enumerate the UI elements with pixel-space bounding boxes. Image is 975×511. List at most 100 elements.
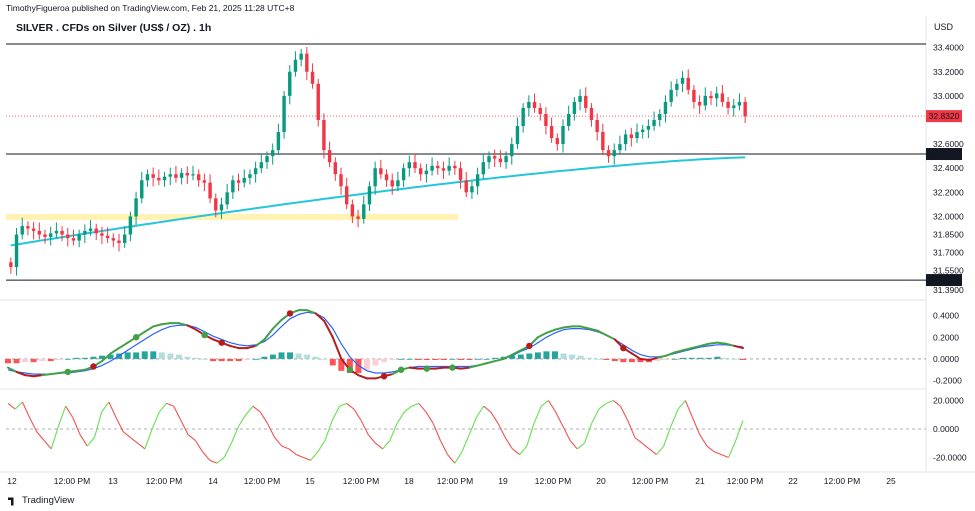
osc-line-segment bbox=[677, 400, 686, 410]
macd-histogram-bar bbox=[227, 358, 234, 362]
level-price-label-bg bbox=[926, 148, 962, 161]
macd-cross-down-dot bbox=[380, 373, 388, 380]
osc-line-segment bbox=[7, 402, 16, 410]
osc-line-segment bbox=[151, 411, 160, 430]
candle-body bbox=[652, 119, 656, 127]
macd-histogram-bar bbox=[30, 358, 37, 363]
candle-body bbox=[566, 113, 571, 127]
osc-line-segment bbox=[317, 440, 326, 453]
time-tick-label: 15 bbox=[305, 476, 315, 486]
price-tick-label: 33.0000 bbox=[933, 91, 964, 101]
macd-fast-segment bbox=[75, 368, 86, 372]
candle-body bbox=[350, 204, 355, 217]
candle-body bbox=[339, 174, 343, 187]
osc-line-segment bbox=[346, 402, 355, 410]
osc-line-segment bbox=[79, 434, 88, 447]
macd-histogram-bar bbox=[81, 357, 88, 359]
macd-histogram-bar bbox=[577, 355, 584, 359]
osc-line-segment bbox=[627, 420, 636, 438]
candle-body bbox=[356, 216, 360, 219]
macd-histogram-bar bbox=[680, 357, 687, 359]
macd-fast-segment bbox=[699, 342, 710, 347]
osc-line-segment bbox=[209, 459, 218, 464]
macd-cross-down-dot bbox=[90, 363, 97, 370]
candle-body bbox=[288, 71, 292, 96]
osc-line-segment bbox=[461, 434, 470, 452]
macd-histogram-bar bbox=[158, 352, 165, 359]
macd-histogram-bar bbox=[560, 353, 567, 359]
macd-fast-segment bbox=[579, 325, 591, 330]
macd-fast-segment bbox=[596, 329, 608, 337]
osc-line-segment bbox=[411, 402, 419, 407]
candle-body bbox=[293, 59, 298, 72]
time-tick-label: 14 bbox=[208, 476, 218, 486]
macd-histogram-bar bbox=[440, 358, 447, 360]
osc-line-segment bbox=[137, 442, 146, 450]
symbol-title[interactable]: SILVER . CFDs on Silver (US$ / OZ) . 1h bbox=[16, 22, 212, 34]
osc-line-segment bbox=[439, 440, 449, 455]
osc-line-segment bbox=[57, 406, 67, 427]
osc-line-segment bbox=[29, 417, 38, 433]
osc-line-segment bbox=[216, 457, 225, 464]
macd-histogram-bar bbox=[133, 352, 140, 359]
candle-body bbox=[9, 262, 13, 268]
macd-fast-segment bbox=[630, 352, 642, 360]
candle-body bbox=[145, 174, 150, 181]
osc-line-segment bbox=[331, 405, 340, 421]
osc-line-segment bbox=[533, 406, 542, 424]
macd-histogram-bar bbox=[654, 358, 661, 362]
candle-body bbox=[481, 162, 486, 175]
candle-body bbox=[253, 168, 258, 175]
publisher-line: TimothyFigueroa published on TradingView… bbox=[6, 3, 295, 13]
macd-histogram-bar bbox=[99, 355, 106, 359]
macd-cross-down-dot bbox=[218, 339, 225, 346]
time-tick-label: 12:00 PM bbox=[244, 476, 280, 486]
macd-histogram-bar bbox=[5, 358, 11, 364]
brand-footer[interactable]: TradingView bbox=[8, 495, 74, 506]
macd-histogram-bar bbox=[47, 358, 54, 362]
candle-body bbox=[117, 240, 121, 243]
osc-line-segment bbox=[526, 423, 535, 447]
macd-histogram-bar bbox=[740, 358, 746, 360]
osc-line-segment bbox=[656, 445, 665, 455]
price-tick-label: 33.2000 bbox=[933, 67, 964, 77]
osc-line-segment bbox=[202, 451, 211, 461]
candle-body bbox=[424, 170, 429, 175]
macd-histogram-bar bbox=[381, 358, 388, 363]
macd-histogram-bar bbox=[295, 353, 302, 359]
candle-body bbox=[219, 204, 224, 211]
macd-fast-segment bbox=[314, 312, 326, 322]
candle-body bbox=[179, 173, 184, 178]
price-tick-label: 32.4000 bbox=[933, 163, 964, 173]
candle-body bbox=[322, 119, 326, 151]
time-tick-label: 12:00 PM bbox=[146, 476, 182, 486]
macd-histogram-bar bbox=[141, 351, 148, 359]
candle-body bbox=[157, 177, 161, 181]
macd-histogram-bar bbox=[432, 358, 439, 360]
osc-line-segment bbox=[223, 442, 232, 458]
osc-line-segment bbox=[21, 401, 31, 418]
currency-label[interactable]: USD bbox=[934, 22, 954, 32]
osc-line-segment bbox=[108, 401, 117, 418]
candle-body bbox=[390, 180, 394, 187]
osc-line-segment bbox=[339, 402, 347, 407]
candle-body bbox=[532, 101, 537, 108]
macd-signal-line bbox=[7, 311, 744, 375]
macd-histogram-bar bbox=[56, 358, 63, 360]
macd-fast-segment bbox=[160, 322, 172, 326]
candle-body bbox=[162, 176, 167, 181]
macd-fast-segment bbox=[331, 336, 343, 360]
candle-body bbox=[236, 180, 241, 183]
candle-body bbox=[48, 233, 53, 237]
candle-body bbox=[538, 107, 542, 114]
candle-body bbox=[122, 234, 127, 243]
osc-line-segment bbox=[194, 440, 204, 453]
osc-line-segment bbox=[296, 454, 304, 458]
macd-fast-segment bbox=[118, 341, 129, 350]
macd-fast-segment bbox=[724, 342, 736, 347]
candle-body bbox=[714, 93, 719, 99]
osc-line-segment bbox=[454, 451, 463, 464]
candle-body bbox=[475, 174, 480, 187]
osc-line-segment bbox=[403, 405, 412, 413]
